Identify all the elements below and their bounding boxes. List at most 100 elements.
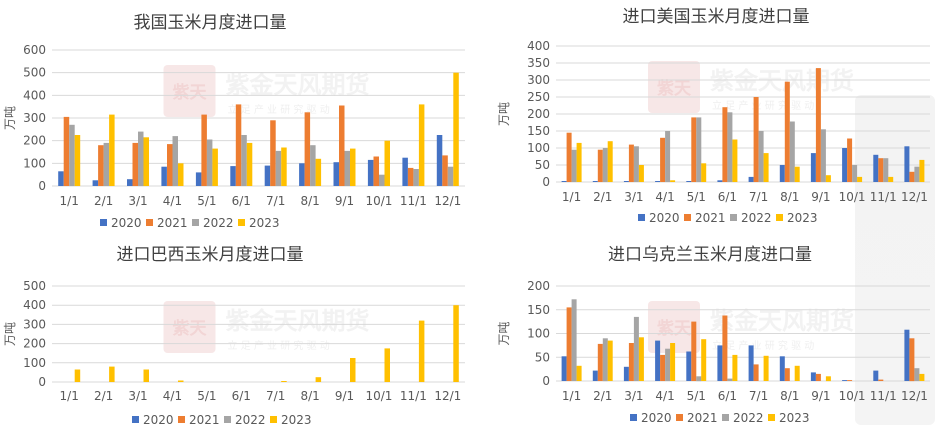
x-tick-label: 1/1 xyxy=(562,190,581,204)
legend-swatch-2023 xyxy=(768,414,775,421)
bar-2020-7-1 xyxy=(748,345,754,381)
bar-2022-12-1 xyxy=(447,166,454,186)
bar-2022-8-1 xyxy=(789,121,795,182)
bar-2021-10-1 xyxy=(847,380,853,381)
legend-swatch-2020 xyxy=(100,219,107,226)
bar-2023-5-1 xyxy=(701,163,707,182)
bar-2023-3-1 xyxy=(143,137,149,186)
legend-label-2022: 2022 xyxy=(733,411,764,425)
y-tick-label: 500 xyxy=(23,66,46,80)
y-tick-label: 300 xyxy=(23,317,46,331)
y-axis-label: 万吨 xyxy=(3,106,17,130)
x-tick-label: 6/1 xyxy=(232,194,251,208)
x-tick-label: 11/1 xyxy=(400,389,427,403)
legend-label-2023: 2023 xyxy=(787,211,818,225)
legend-label-2020: 2020 xyxy=(143,413,174,427)
bar-2023-2-1 xyxy=(607,141,613,182)
bar-2023-10-1 xyxy=(384,348,390,382)
bar-2022-2-1 xyxy=(602,148,608,182)
x-tick-label: 4/1 xyxy=(163,389,182,403)
legend-swatch-2020 xyxy=(638,214,645,221)
x-tick-label: 8/1 xyxy=(780,389,799,403)
x-tick-label: 9/1 xyxy=(335,194,354,208)
y-tick-label: 350 xyxy=(527,56,550,70)
x-tick-label: 2/1 xyxy=(593,190,612,204)
bar-2023-10-1 xyxy=(384,140,390,186)
legend-label-2023: 2023 xyxy=(249,216,280,230)
x-tick-label: 5/1 xyxy=(197,389,216,403)
gridlines xyxy=(52,49,465,187)
bar-2023-6-1 xyxy=(246,142,253,186)
bar-2022-1-1 xyxy=(69,124,75,186)
bar-2023-7-1 xyxy=(281,381,287,382)
bar-2020-8-1 xyxy=(779,165,785,182)
bar-2020-10-1 xyxy=(367,159,374,186)
bar-2022-9-1 xyxy=(344,150,350,186)
x-tick-label: 7/1 xyxy=(266,389,285,403)
bar-2022-5-1 xyxy=(206,139,213,186)
bar-2022-9-1 xyxy=(820,129,826,182)
bar-2020-4-1 xyxy=(655,340,661,381)
x-tick-label: 6/1 xyxy=(232,389,251,403)
bar-2022-10-1 xyxy=(379,174,385,186)
legend-label-2021: 2021 xyxy=(687,411,718,425)
gridlines xyxy=(52,285,465,383)
x-tick-label: 3/1 xyxy=(624,190,643,204)
y-tick-label: 400 xyxy=(23,88,46,102)
y-tick-label: 300 xyxy=(23,111,46,125)
x-tick-label: 11/1 xyxy=(870,190,897,204)
x-tick-label: 3/1 xyxy=(624,389,643,403)
bar-2020-5-1 xyxy=(686,181,692,182)
x-tick-label: 10/1 xyxy=(365,194,392,208)
y-axis-label: 万吨 xyxy=(497,102,511,126)
y-tick-label: 50 xyxy=(535,350,550,364)
bar-2021-8-1 xyxy=(784,368,790,381)
x-tick-label: 3/1 xyxy=(128,194,147,208)
gridlines xyxy=(556,285,930,382)
bar-2023-8-1 xyxy=(794,166,800,182)
bar-2020-9-1 xyxy=(810,372,816,381)
bar-2022-7-1 xyxy=(758,131,764,182)
bar-2020-7-1 xyxy=(264,165,271,186)
x-tick-label: 4/1 xyxy=(655,389,674,403)
y-tick-label: 50 xyxy=(535,158,550,172)
legend-swatch-2022 xyxy=(192,219,199,226)
bar-2021-1-1 xyxy=(566,307,572,381)
y-tick-label: 300 xyxy=(527,73,550,87)
chart-panel-us-imports: 紫天 紫金天风期货立 足 产 业 研 究 驱 动 进口美国玉米月度进口量 万吨 0 50 1… xyxy=(490,0,940,238)
chart-panel-china-total: 紫天 紫金天风期货立 足 产 业 研 究 驱 动 我国玉米月度进口量 万吨 0 100 20… xyxy=(0,0,465,238)
chart-panel-brazil-imports: 紫天 紫金天风期货立 足 产 业 研 究 驱 动 进口巴西玉米月度进口量 万吨 0 100… xyxy=(0,236,465,432)
bar-2021-9-1 xyxy=(815,373,821,381)
bar-2022-4-1 xyxy=(172,136,178,186)
legend-swatch-2023 xyxy=(270,416,277,423)
legend-swatch-2023 xyxy=(776,214,783,221)
x-tick-label: 12/1 xyxy=(901,190,928,204)
bars xyxy=(561,299,925,382)
bar-2020-1-1 xyxy=(561,181,567,182)
bar-2022-1-1 xyxy=(571,299,577,381)
y-tick-label: 100 xyxy=(527,327,550,341)
bar-2020-12-1 xyxy=(436,135,443,186)
bar-2020-6-1 xyxy=(230,166,236,186)
bar-2022-5-1 xyxy=(696,376,702,382)
seal-text: 紫天 xyxy=(657,78,692,99)
legend-label-2023: 2023 xyxy=(281,413,312,427)
bar-2021-12-1 xyxy=(909,338,915,382)
x-tick-label: 5/1 xyxy=(687,389,706,403)
y-axis-label: 万吨 xyxy=(497,321,511,345)
seal-text: 紫天 xyxy=(657,318,692,339)
bar-2020-2-1 xyxy=(592,370,598,381)
bar-2022-11-1 xyxy=(413,169,419,186)
bar-2020-8-1 xyxy=(779,356,785,381)
y-axis-label: 万吨 xyxy=(3,322,17,346)
bar-2020-6-1 xyxy=(717,180,723,182)
bar-2020-3-1 xyxy=(623,366,629,382)
bar-2023-6-1 xyxy=(732,354,738,381)
x-tick-label: 6/1 xyxy=(718,190,737,204)
bar-2021-10-1 xyxy=(847,138,853,182)
bar-2022-6-1 xyxy=(727,378,733,381)
